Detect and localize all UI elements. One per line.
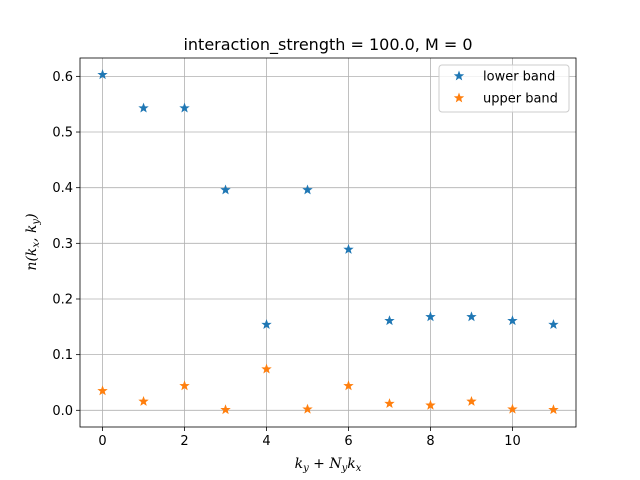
upper-band-point: [343, 380, 354, 391]
legend-label-upper-band: upper band: [483, 92, 558, 107]
lower-band-point: [384, 315, 395, 326]
legend: lower band upper band: [438, 64, 570, 113]
lower-band-point: [138, 102, 149, 113]
lower-band-point: [261, 319, 272, 330]
x-tick-label: 6: [344, 434, 352, 449]
x-tick-label: 4: [262, 434, 270, 449]
y-tick-label: 0.1: [52, 348, 73, 363]
legend-box: [438, 64, 570, 113]
legend-label-lower-band: lower band: [483, 70, 555, 85]
y-axis-label: n(kx, ky): [24, 213, 42, 270]
upper-band-point: [138, 395, 149, 406]
upper-band-point: [97, 385, 108, 396]
x-tick-label: 10: [504, 434, 521, 449]
upper-band-point: [220, 404, 231, 415]
plot-area-frame: [79, 57, 577, 428]
chart-title: interaction_strength = 100.0, M = 0: [183, 35, 472, 55]
lower-band-point: [220, 184, 231, 195]
y-tick-label: 0.0: [52, 404, 73, 419]
lower-band-point: [548, 319, 559, 330]
series-lower-band: [97, 69, 559, 330]
lower-band-point: [466, 311, 477, 322]
series-upper-band: [97, 363, 559, 415]
upper-band-point: [384, 398, 395, 409]
y-tick-label: 0.5: [52, 126, 73, 141]
legend-marker-upper-band: [453, 92, 465, 103]
legend-marker-lower-band: [453, 70, 465, 81]
x-tick-label: 8: [426, 434, 434, 449]
lower-band-point: [343, 244, 354, 254]
upper-band-point: [425, 399, 436, 410]
x-tick-label: 0: [98, 434, 106, 449]
upper-band-point: [466, 395, 477, 406]
grid: [80, 58, 576, 427]
y-tick-label: 0.6: [52, 70, 73, 85]
lower-band-point: [97, 69, 108, 80]
axis-ticks: 0 2 4 6 8 10 0.0 0.1 0.2 0.3 0.4 0.5 0.6: [52, 70, 520, 449]
x-axis-label: ky + Nykx: [295, 456, 362, 474]
upper-band-point: [507, 403, 518, 414]
lower-band-point: [425, 311, 436, 322]
data-points: [97, 69, 559, 415]
upper-band-point: [179, 380, 190, 391]
lower-band-point: [507, 315, 518, 326]
upper-band-point: [261, 363, 272, 374]
lower-band-point: [179, 102, 190, 113]
y-tick-label: 0.3: [52, 237, 73, 252]
upper-band-point: [548, 404, 559, 415]
y-tick-label: 0.4: [52, 181, 73, 196]
upper-band-point: [302, 403, 313, 414]
x-tick-label: 2: [180, 434, 188, 449]
lower-band-point: [302, 184, 313, 195]
y-tick-label: 0.2: [52, 292, 73, 307]
